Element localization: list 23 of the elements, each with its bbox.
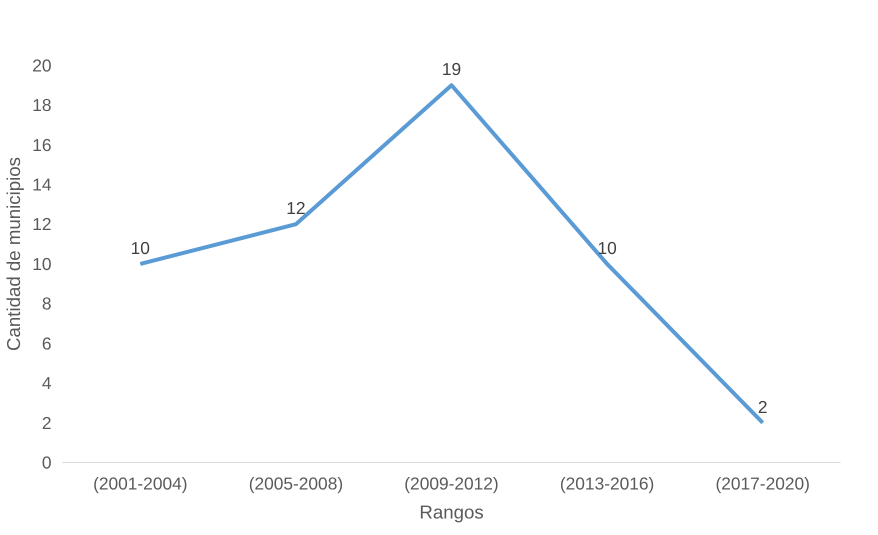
y-tick-label: 20 [32,55,52,76]
data-label: 10 [130,238,150,258]
data-label: 19 [442,59,462,80]
y-tick-label: 0 [42,452,52,472]
y-tick-label: 14 [32,174,52,194]
y-tick-label: 18 [32,95,52,116]
x-tick-label: (2013-2016) [560,474,654,494]
data-label: 12 [286,198,306,218]
y-axis-title: Cantidad de municipios [3,157,24,351]
y-tick-label: 10 [32,254,52,274]
x-tick-label: (2017-2020) [715,474,810,494]
y-tick-label: 2 [42,412,52,433]
y-tick-label: 4 [42,373,52,394]
data-label: 2 [758,396,768,417]
y-tick-label: 8 [42,294,52,314]
y-tick-label: 12 [32,214,52,234]
x-tick-label: (2009-2012) [404,474,499,494]
data-label: 10 [597,238,617,258]
y-tick-label: 16 [32,134,52,155]
x-tick-label: (2001-2004) [93,474,188,494]
y-tick-label: 6 [42,333,52,354]
x-tick-label: (2005-2008) [248,474,344,494]
x-axis-title: Rangos [419,502,484,522]
